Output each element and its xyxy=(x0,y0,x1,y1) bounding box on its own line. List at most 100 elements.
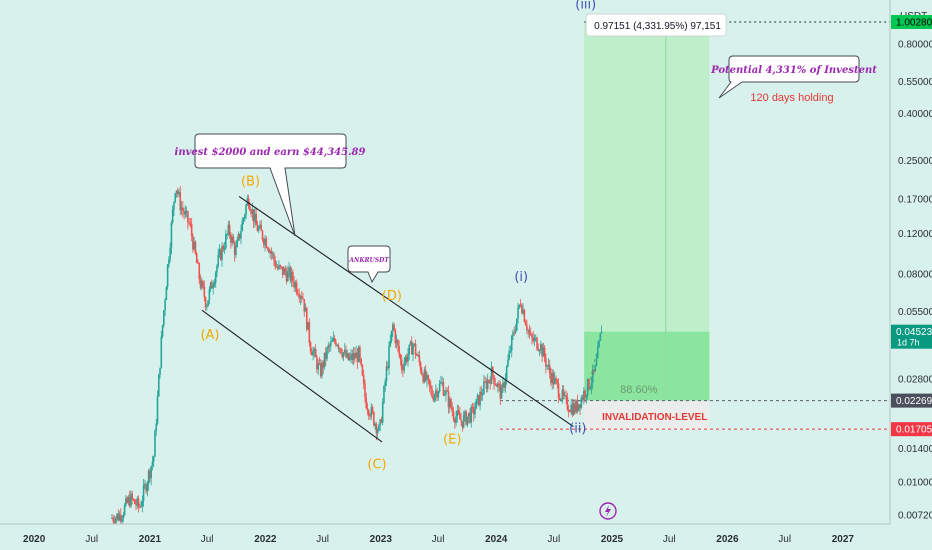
candle xyxy=(305,306,308,332)
candle xyxy=(195,251,198,264)
candle-body xyxy=(497,383,499,387)
price-tick-label: 0.01000 xyxy=(898,477,932,488)
candle-body xyxy=(450,399,452,409)
candle xyxy=(433,393,436,403)
candle xyxy=(428,378,431,393)
candle xyxy=(437,390,440,401)
candle xyxy=(360,357,362,367)
candle-body xyxy=(332,338,335,342)
candle xyxy=(169,242,171,263)
candle xyxy=(192,233,194,253)
candle-body xyxy=(188,222,190,224)
lightning-icon[interactable] xyxy=(599,502,617,520)
candle xyxy=(221,242,223,267)
candle-body xyxy=(168,259,170,265)
candle xyxy=(300,291,303,303)
candle xyxy=(521,303,523,315)
candle xyxy=(502,376,504,393)
candle xyxy=(268,246,270,254)
candle xyxy=(575,399,578,414)
candle-body xyxy=(179,192,182,211)
candle-body xyxy=(529,333,532,335)
candle-body xyxy=(490,367,493,384)
candle xyxy=(594,364,597,372)
candle-body xyxy=(423,369,426,383)
candle xyxy=(559,393,561,401)
candle xyxy=(357,345,360,363)
candle xyxy=(243,213,246,222)
candle-body xyxy=(169,247,171,260)
candle-body xyxy=(235,247,237,256)
candle-body xyxy=(585,395,588,398)
candle xyxy=(436,387,438,402)
lower-channel-line xyxy=(201,309,383,443)
candle-body xyxy=(600,331,603,334)
time-axis-ticks: 2020 Jul 2021 Jul 2022 Jul 2023 Jul 2024 Jul 2025 J… xyxy=(23,534,854,545)
candle xyxy=(123,503,126,517)
candle xyxy=(529,327,532,336)
candle xyxy=(304,303,307,312)
candle-body xyxy=(151,461,154,467)
candle-body xyxy=(384,381,387,387)
candle-body xyxy=(381,402,384,423)
candle-body xyxy=(147,470,150,484)
candle xyxy=(131,490,134,505)
candle xyxy=(213,278,216,288)
candle xyxy=(478,394,480,407)
wave-label: (A) xyxy=(200,328,219,343)
candle-body xyxy=(577,404,580,411)
candle xyxy=(312,346,314,361)
candle xyxy=(524,319,527,326)
candle xyxy=(519,299,522,308)
candle-body xyxy=(170,222,173,248)
candle-body xyxy=(225,234,227,249)
candle-body xyxy=(195,253,198,263)
wave-label: (i) xyxy=(514,270,528,285)
candle xyxy=(548,359,551,379)
candle-body xyxy=(111,517,113,519)
candle xyxy=(275,260,278,268)
candle xyxy=(270,247,273,260)
candle xyxy=(408,344,411,361)
candle xyxy=(276,263,279,271)
candle xyxy=(537,343,540,352)
candle xyxy=(405,353,408,365)
candle-body xyxy=(489,380,492,384)
candle xyxy=(451,402,454,417)
candle xyxy=(362,369,365,389)
candle-body xyxy=(493,375,495,385)
candle xyxy=(514,324,517,335)
candle xyxy=(536,336,538,351)
candle xyxy=(483,374,485,395)
candle-body xyxy=(456,410,459,417)
candle-body xyxy=(576,400,579,411)
price-badge-label: 1.00280 xyxy=(896,18,932,29)
candle-body xyxy=(528,330,531,334)
candle-body xyxy=(137,498,140,507)
wave-label: (C) xyxy=(367,458,386,473)
candle-body xyxy=(173,202,175,210)
candle xyxy=(145,481,147,494)
candle xyxy=(570,398,572,416)
candle-body xyxy=(163,310,165,325)
candle-body xyxy=(599,333,602,341)
candle-body xyxy=(164,300,166,311)
candle-body xyxy=(127,497,130,503)
candle xyxy=(314,344,317,358)
candle-body xyxy=(392,324,394,331)
candle xyxy=(500,384,503,399)
candle-body xyxy=(354,353,356,359)
candle-body xyxy=(519,304,522,306)
candle-body xyxy=(359,347,361,359)
candle xyxy=(173,201,175,216)
candle-body xyxy=(159,367,161,375)
candle-body xyxy=(271,253,274,255)
candle xyxy=(550,367,552,387)
candle xyxy=(269,248,271,259)
candle-body xyxy=(250,210,252,214)
candle-body xyxy=(523,309,526,322)
candle-body xyxy=(375,423,378,434)
candle xyxy=(178,188,180,197)
time-tick-label: Jul xyxy=(663,534,676,545)
